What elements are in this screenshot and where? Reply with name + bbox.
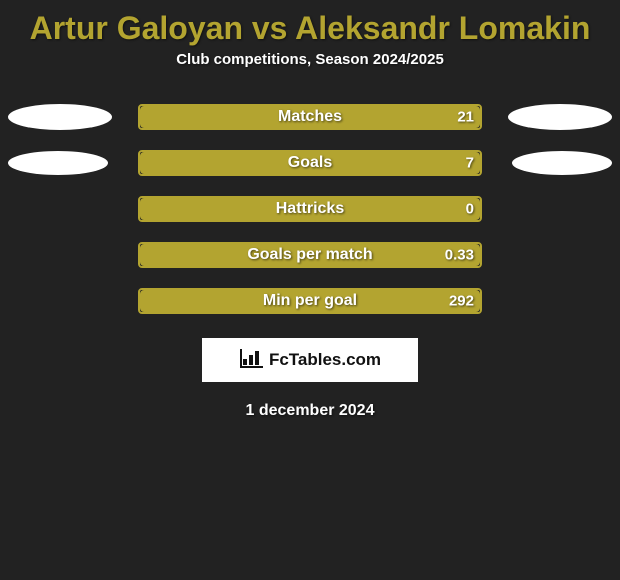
player-oval-left bbox=[8, 151, 108, 175]
stat-value: 7 bbox=[466, 155, 474, 172]
bar-track bbox=[138, 196, 482, 222]
brand-text: FcTables.com bbox=[269, 350, 381, 370]
bar-track bbox=[138, 288, 482, 314]
subtitle: Club competitions, Season 2024/2025 bbox=[0, 51, 620, 68]
bar-fill bbox=[140, 198, 480, 220]
chart-icon bbox=[239, 347, 265, 374]
bar-track bbox=[138, 104, 482, 130]
bar-fill bbox=[140, 244, 480, 266]
brand-box[interactable]: FcTables.com bbox=[202, 338, 418, 382]
stats-container: Matches21Goals7Hattricks0Goals per match… bbox=[0, 94, 620, 324]
bar-fill bbox=[140, 106, 480, 128]
stat-row: Goals7 bbox=[0, 140, 620, 186]
stat-value: 292 bbox=[449, 293, 474, 310]
stat-row: Goals per match0.33 bbox=[0, 232, 620, 278]
stat-value: 0 bbox=[466, 201, 474, 218]
player-oval-left bbox=[8, 104, 112, 130]
stat-row: Min per goal292 bbox=[0, 278, 620, 324]
player-oval-right bbox=[508, 104, 612, 130]
stat-value: 21 bbox=[457, 109, 474, 126]
bar-track bbox=[138, 242, 482, 268]
bar-fill bbox=[140, 290, 480, 312]
page-title: Artur Galoyan vs Aleksandr Lomakin bbox=[0, 0, 620, 51]
stat-row: Matches21 bbox=[0, 94, 620, 140]
stat-value: 0.33 bbox=[445, 247, 474, 264]
bar-fill bbox=[140, 152, 480, 174]
bar-track bbox=[138, 150, 482, 176]
player-oval-right bbox=[512, 151, 612, 175]
date-text: 1 december 2024 bbox=[0, 402, 620, 420]
stat-row: Hattricks0 bbox=[0, 186, 620, 232]
